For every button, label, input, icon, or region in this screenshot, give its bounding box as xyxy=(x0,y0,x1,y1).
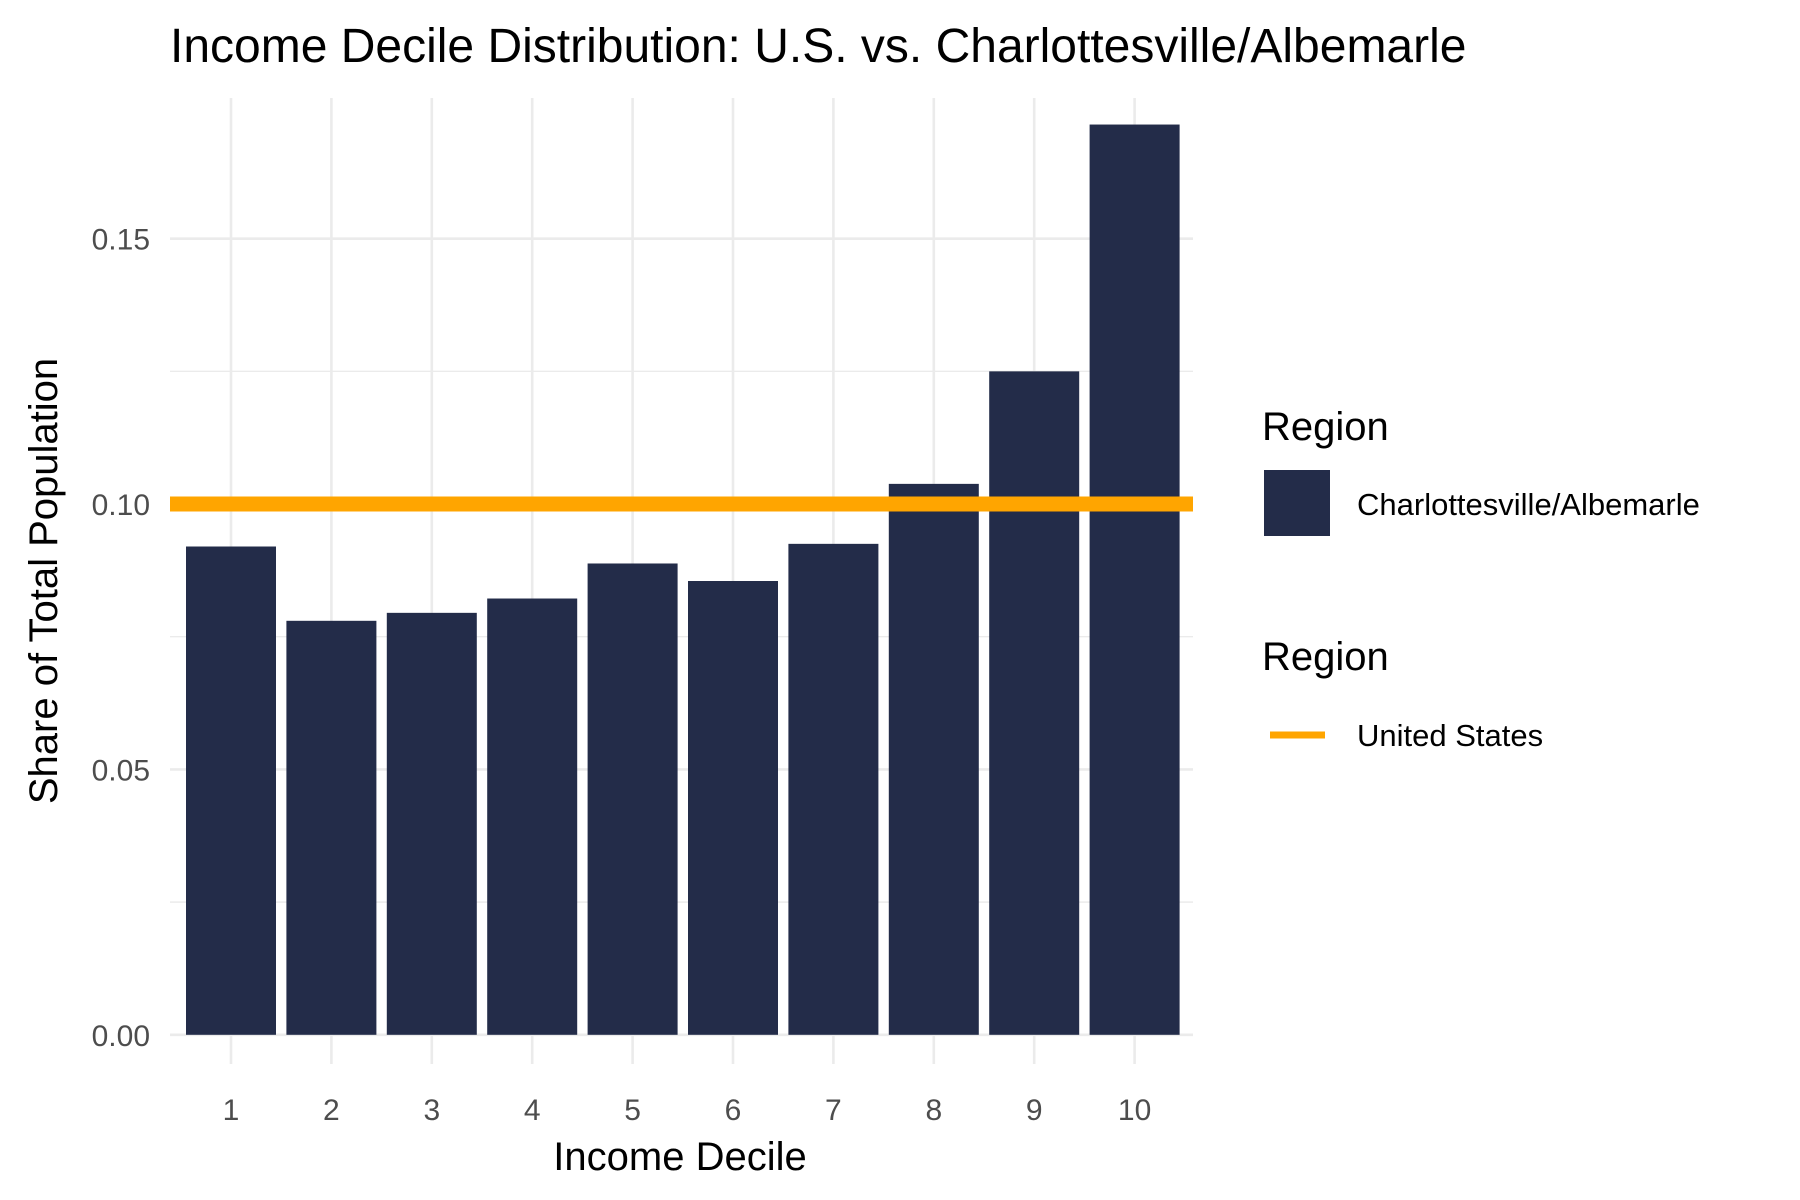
legend: Region Charlottesville/Albemarle Region Uni… xyxy=(1262,405,1700,753)
x-tick-label: 9 xyxy=(1026,1094,1043,1127)
x-tick-label: 3 xyxy=(423,1094,440,1127)
chart-title: Income Decile Distribution: U.S. vs. Cha… xyxy=(170,20,1466,73)
x-tick-label: 1 xyxy=(223,1094,240,1127)
bar-decile-10 xyxy=(1089,124,1180,1035)
bar-decile-7 xyxy=(788,543,879,1035)
x-axis-title: Income Decile xyxy=(553,1135,806,1179)
legend-label: Charlottesville/Albemarle xyxy=(1357,487,1700,522)
y-tick-label: 0.10 xyxy=(92,489,150,522)
y-tick-label: 0.15 xyxy=(92,224,150,257)
bar-decile-5 xyxy=(587,563,678,1035)
legend-title: Region xyxy=(1262,405,1389,449)
y-tick-label: 0.00 xyxy=(92,1020,150,1053)
x-tick-label: 2 xyxy=(323,1094,340,1127)
x-tick-label: 4 xyxy=(524,1094,541,1127)
axis-ticks: 0.00 0.05 0.10 0.15 1 2 3 4 5 6 7 8 9 10 xyxy=(92,224,1152,1127)
x-tick-label: 7 xyxy=(825,1094,842,1127)
y-axis-title: Share of Total Population xyxy=(22,358,66,804)
x-tick-label: 8 xyxy=(925,1094,942,1127)
legend-key-bar xyxy=(1264,470,1330,536)
bars xyxy=(186,124,1180,1035)
y-tick-label: 0.05 xyxy=(92,754,150,787)
bar-decile-3 xyxy=(386,612,477,1035)
x-tick-label: 6 xyxy=(725,1094,742,1127)
bar-decile-1 xyxy=(186,546,276,1035)
legend-label: United States xyxy=(1357,718,1543,753)
x-tick-label: 10 xyxy=(1118,1094,1151,1127)
bar-decile-8 xyxy=(888,483,979,1035)
bar-decile-4 xyxy=(487,598,578,1035)
bar-decile-2 xyxy=(286,620,377,1035)
x-tick-label: 5 xyxy=(624,1094,641,1127)
bar-decile-9 xyxy=(989,371,1080,1035)
bar-decile-6 xyxy=(688,581,778,1035)
legend-title: Region xyxy=(1262,635,1389,679)
